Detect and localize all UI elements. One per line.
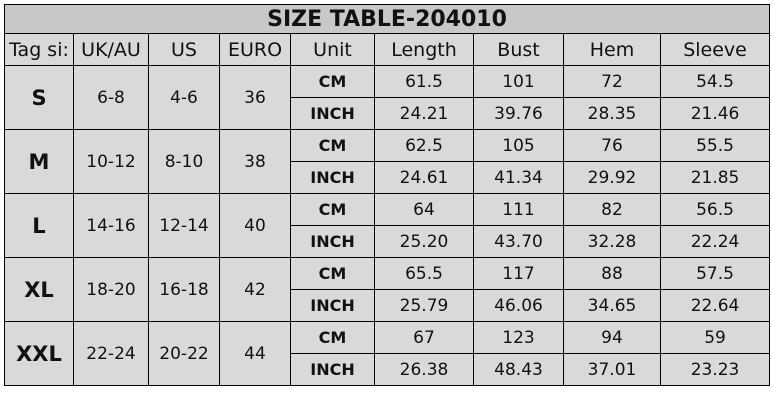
size-cell: XXL [4,321,74,386]
data-row: INCH 25.79 46.06 34.65 22.64 [5,289,771,322]
data-row: M 10-12 8-10 38 CM 62.5 105 76 55.5 [4,129,771,194]
measure-cell: 21.85 [659,161,771,194]
data-row: XXL 22-24 20-22 44 CM 67 123 94 59 [4,321,771,386]
euro-cell: 38 [219,129,291,194]
unit-cell: CM [290,65,375,98]
euro-cell: 36 [219,65,291,130]
measure-cell: 32.28 [563,225,661,258]
data-row: XL 18-20 16-18 42 CM 65.5 117 88 57.5 [4,257,771,322]
us-cell: 20-22 [148,321,220,386]
data-row: INCH 24.61 41.34 29.92 21.85 [5,161,771,194]
data-row: L 14-16 12-14 40 CM 64 111 82 56.5 [4,193,771,258]
size-cell: M [4,129,74,194]
data-row: INCH 24.21 39.76 28.35 21.46 [5,97,771,130]
measure-cell: 61.5 [374,65,474,98]
size-cell: L [4,193,74,258]
unit-cell: INCH [290,161,375,194]
data-row: S 6-8 4-6 36 CM 61.5 101 72 54.5 [4,65,771,130]
measure-cell: 111 [473,193,564,226]
measure-cell: 105 [473,129,564,162]
uk-cell: 18-20 [73,257,149,322]
measure-cell: 37.01 [563,353,661,386]
measure-cell: 65.5 [374,257,474,290]
measure-cell: 39.76 [473,97,564,130]
header-cell: Unit [290,33,375,66]
us-cell: 16-18 [148,257,220,322]
measure-cell: 76 [563,129,661,162]
measure-cell: 94 [563,321,661,354]
measure-cell: 55.5 [659,129,771,162]
measure-cell: 22.24 [659,225,771,258]
measure-cell: 88 [563,257,661,290]
size-cell: XL [4,257,74,322]
unit-cell: INCH [290,289,375,322]
euro-cell: 42 [219,257,291,322]
measure-cell: 24.21 [374,97,474,130]
header-cell: Length [374,33,474,66]
uk-cell: 6-8 [73,65,149,130]
measure-cell: 117 [473,257,564,290]
measure-cell: 25.79 [374,289,474,322]
unit-cell: INCH [290,225,375,258]
measure-cell: 54.5 [659,65,771,98]
measure-cell: 59 [659,321,771,354]
unit-cell: INCH [290,353,375,386]
measure-cell: 28.35 [563,97,661,130]
us-cell: 4-6 [148,65,220,130]
measure-cell: 46.06 [473,289,564,322]
header-cell: Hem [563,33,661,66]
measure-cell: 64 [374,193,474,226]
uk-cell: 10-12 [73,129,149,194]
measure-cell: 43.70 [473,225,564,258]
data-row: INCH 26.38 48.43 37.01 23.23 [5,353,771,386]
header-cell: Bust [473,33,564,66]
measure-cell: 22.64 [659,289,771,322]
euro-cell: 44 [219,321,291,386]
measure-cell: 82 [563,193,661,226]
measure-cell: 23.23 [659,353,771,386]
measure-cell: 123 [473,321,564,354]
measure-cell: 67 [374,321,474,354]
unit-cell: INCH [290,97,375,130]
title-row: SIZE TABLE-204010 [3,4,771,34]
data-row: INCH 25.20 43.70 32.28 22.24 [5,225,771,258]
measure-cell: 57.5 [659,257,771,290]
euro-cell: 40 [219,193,291,258]
measure-cell: 48.43 [473,353,564,386]
unit-cell: CM [290,193,375,226]
measure-cell: 72 [563,65,661,98]
unit-cell: CM [290,257,375,290]
header-cell: Sleeve [659,33,771,66]
measure-cell: 25.20 [374,225,474,258]
size-table: SIZE TABLE-204010 Tag si: UK/AU US EURO Unit… [3,4,771,386]
unit-cell: CM [290,129,375,162]
size-cell: S [4,65,74,130]
table-title: SIZE TABLE-204010 [3,4,771,34]
header-cell: US [148,33,220,66]
header-cell: EURO [219,33,291,66]
measure-cell: 62.5 [374,129,474,162]
uk-cell: 14-16 [73,193,149,258]
measure-cell: 34.65 [563,289,661,322]
header-cell: UK/AU [73,33,149,66]
measure-cell: 56.5 [659,193,771,226]
table-body: SIZE TABLE-204010 Tag si: UK/AU US EURO Unit… [3,4,771,386]
measure-cell: 24.61 [374,161,474,194]
measure-cell: 21.46 [659,97,771,130]
uk-cell: 22-24 [73,321,149,386]
unit-cell: CM [290,321,375,354]
measure-cell: 26.38 [374,353,474,386]
header-row: Tag si: UK/AU US EURO Unit Length Bust Hem Sleev… [4,33,771,66]
measure-cell: 29.92 [563,161,661,194]
measure-cell: 101 [473,65,564,98]
measure-cell: 41.34 [473,161,564,194]
us-cell: 8-10 [148,129,220,194]
us-cell: 12-14 [148,193,220,258]
header-cell: Tag si: [4,33,74,66]
